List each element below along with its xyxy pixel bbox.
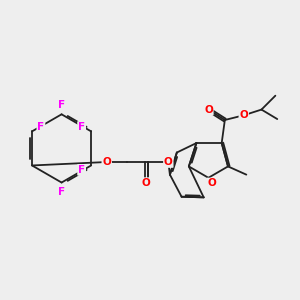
Text: O: O [102, 157, 111, 167]
Text: F: F [78, 165, 85, 175]
Text: O: O [142, 178, 151, 188]
Text: O: O [204, 105, 213, 115]
Text: O: O [164, 157, 173, 167]
Text: O: O [207, 178, 216, 188]
Text: F: F [58, 187, 65, 197]
Text: F: F [58, 100, 65, 110]
Text: O: O [239, 110, 248, 120]
Text: F: F [37, 122, 44, 132]
Text: F: F [78, 122, 85, 132]
